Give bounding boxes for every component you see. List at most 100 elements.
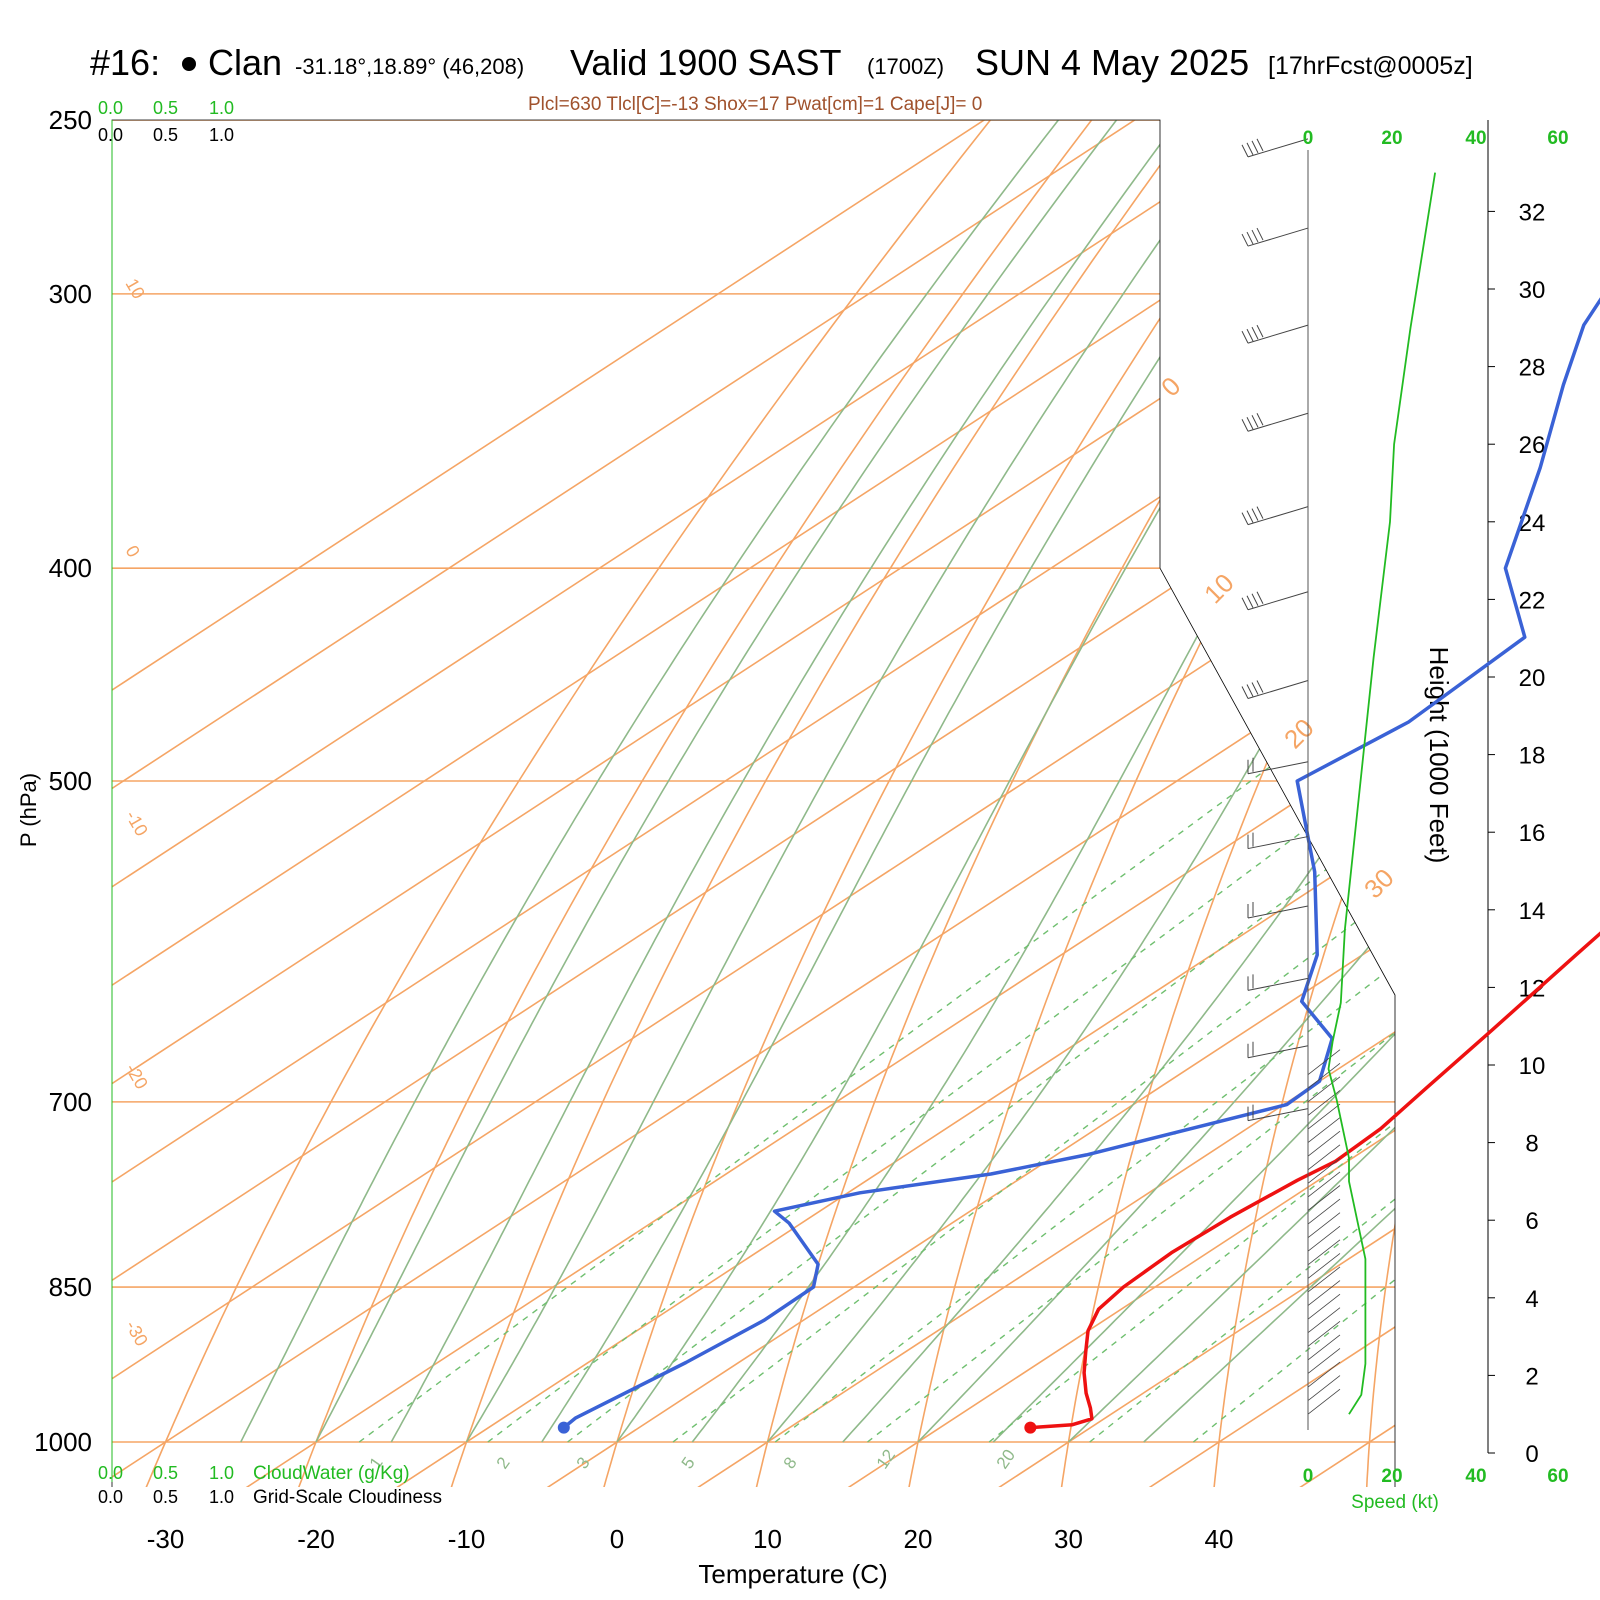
mixing-ratio-line [988,567,1395,1443]
cloudwater-label: CloudWater (g/Kg) [253,1463,410,1484]
wind-barb-flag [1241,512,1249,525]
wind-barb [1247,680,1309,700]
valid-time: Valid 1900 SAST [570,42,842,83]
wind-barb-flag [1241,597,1249,610]
cloudwater-tick-bottom: 0.0 [98,1463,123,1483]
wind-barb-flag [1256,138,1264,152]
moist-adiabat-line [390,120,1208,1443]
height-tick-label: 12 [1519,975,1546,1002]
mixing-ratio-line [774,567,1395,1443]
wind-barb [1307,1185,1341,1211]
wind-barb-flag [1251,593,1259,606]
wind-barb [1307,1103,1341,1130]
wind-barb-flag [1251,140,1259,154]
speed-tick-bottom: 60 [1547,1466,1568,1487]
wind-barb-flag [1256,227,1264,241]
speed-tick-bottom: 20 [1381,1466,1402,1487]
moist-adiabat-line [691,120,1395,1443]
temp-tick-label: -10 [448,1524,486,1554]
wind-barb-flag [1251,508,1259,521]
wind-barb-flag [1241,419,1249,432]
isotherm-line [112,120,1395,1487]
cloudiness-label: Grid-Scale Cloudiness [253,1487,442,1508]
pressure-tick-label: 1000 [34,1427,92,1457]
mixing-ratio-label: 5 [678,1454,699,1473]
isotherm-label: 20 [1278,713,1320,755]
forecast-info: [17hrFcst@0005z] [1268,52,1473,80]
dry-adiabat-line [144,120,1023,1487]
mixing-ratio-line [1192,567,1395,1443]
mixing-ratio-label: 2 [493,1454,514,1473]
zulu-time: (1700Z) [867,54,945,79]
isotherm-label: -30 [122,1317,152,1350]
axes [111,120,1495,1482]
wind-barb [1307,1253,1341,1279]
isotherm-line [112,120,1346,1487]
wind-barb [1307,1117,1341,1143]
wind-barb-flag [1251,326,1259,340]
temp-tick-label: 40 [1205,1524,1234,1554]
station-id: #16: [90,42,161,83]
isotherm-line [112,120,1195,1487]
temp-tick-label: 0 [610,1524,624,1554]
wind-barb [1307,1198,1341,1225]
height-tick-label: 32 [1519,199,1546,226]
wind-barb [1307,1049,1341,1076]
speed-tick-top: 60 [1547,128,1568,149]
wind-barb [1307,1225,1341,1252]
speed-tick-top: 40 [1465,128,1486,149]
cloudwater-tick-top: 0.5 [153,98,178,118]
wind-barb-flag [1246,595,1254,608]
pressure-tick-label: 300 [49,279,92,309]
cloudwater-tick-top: 0.0 [98,98,123,118]
isotherm-line [112,120,1045,1487]
wind-barb [1307,1293,1341,1320]
moist-adiabat-line [315,120,1147,1443]
moist-adiabat-line [917,120,1395,1443]
moist-adiabat-line [766,120,1395,1443]
wind-barb-flag [1246,231,1254,245]
wind-barb [1247,1108,1309,1122]
speed-tick-bottom: 0 [1303,1466,1314,1487]
y-axis-title: P (hPa) [16,773,41,847]
moist-adiabat-line [842,120,1395,1443]
moist-adiabat-line [465,120,1274,1443]
isotherm-line [1435,81,1600,1498]
cloudwater-tick-bottom: 0.5 [153,1463,178,1483]
isotherm-line [112,120,1395,1487]
dry-adiabat-line [755,120,1395,1487]
height-tick-label: 30 [1519,277,1546,304]
wind-barb-flag [1256,324,1264,338]
dry-adiabat-line [1365,120,1395,1487]
wind-barb [1307,1212,1341,1238]
moist-adiabat-line [1143,120,1395,1443]
dewpoint-line [562,297,1600,1429]
isotherm-line [112,120,1395,1487]
isotherm-label: -10 [122,807,152,840]
wind-barb-flag [1246,510,1254,523]
mixing-ratio-line [1089,567,1395,1443]
isotherm-label: 30 [1358,863,1400,905]
cloudiness-tick-bottom: 1.0 [209,1487,234,1507]
wind-barb [1247,227,1309,247]
isotherm-line [381,120,1395,1487]
temp-tick-label: 10 [753,1524,782,1554]
temp-tick-label: -30 [147,1524,185,1554]
temp-tick-label: 20 [904,1524,933,1554]
cloudiness-tick-bottom: 0.5 [153,1487,178,1507]
wind-barb [1307,1361,1341,1388]
sounding-stats: Plcl=630 Tlcl[C]=-13 Shox=17 Pwat[cm]=1 … [528,94,983,115]
wind-barb [1307,1171,1341,1198]
mixing-ratio-line [487,567,1395,1443]
wind-barb-flag [1251,682,1259,695]
wind-barb-flag [1241,686,1249,699]
height-tick-label: 26 [1519,432,1546,459]
pressure-tick-label: 500 [49,766,92,796]
wind-barb [1247,412,1309,432]
wind-barb-flag [1246,417,1254,430]
moist-adiabat-line [240,120,1090,1443]
wind-barb [1247,324,1309,344]
mixing-ratio-label: 8 [780,1454,801,1473]
pressure-tick-label: 250 [49,105,92,135]
isotherm-label: -20 [122,1060,152,1093]
